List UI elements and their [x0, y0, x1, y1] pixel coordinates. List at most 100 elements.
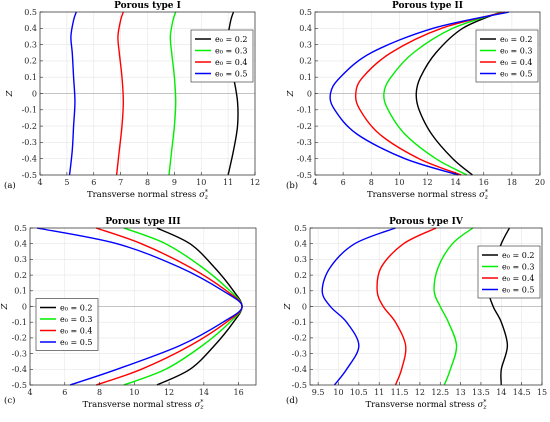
x-tick-label: 18 [507, 178, 517, 187]
y-tick-label: 0.3 [24, 40, 37, 49]
y-tick-label: 0.2 [299, 57, 312, 66]
panel-label: (a) [4, 180, 16, 191]
x-tick-label: 5 [64, 178, 69, 187]
y-tick-label: 0.3 [299, 40, 312, 49]
legend-entry: e₀ = 0.5 [215, 70, 247, 79]
x-tick-label: 10.5 [350, 388, 368, 397]
y-tick-label: -0.4 [12, 365, 27, 374]
series-line-2 [168, 11, 177, 176]
x-tick-label: 6 [341, 178, 346, 187]
y-tick-label: -0.1 [297, 106, 312, 115]
x-tick-label: 13.5 [472, 388, 490, 397]
series-line-4 [321, 227, 396, 386]
x-tick-label: 12 [415, 388, 425, 397]
chart-title: Porous type II [392, 1, 463, 11]
y-tick-label: -0.3 [292, 349, 307, 358]
legend-entry: e₀ = 0.3 [60, 315, 92, 324]
x-tick-label: 12 [250, 178, 260, 187]
series-line-3 [115, 11, 125, 176]
y-tick-label: 0.1 [294, 287, 307, 296]
legend-entry: e₀ = 0.2 [500, 35, 532, 44]
legend: e₀ = 0.2 e₀ = 0.3 e₀ = 0.4 e₀ = 0.5 [35, 298, 99, 351]
x-tick-label: 9 [172, 178, 177, 187]
chart-title: Porous type I [114, 1, 181, 11]
panel-label: (c) [4, 395, 15, 406]
y-tick-label: 0.4 [299, 24, 312, 33]
x-tick-label: 16 [479, 178, 489, 187]
legend-entry: e₀ = 0.3 [215, 47, 247, 56]
legend-entry: e₀ = 0.5 [502, 286, 534, 295]
y-tick-label: -0.2 [292, 334, 307, 343]
y-tick-label: -0.4 [297, 155, 312, 164]
y-tick-label: -0.1 [22, 106, 37, 115]
x-tick-label: 14 [199, 388, 209, 397]
x-tick-label: 8 [369, 178, 374, 187]
legend: e₀ = 0.2 e₀ = 0.3 e₀ = 0.4 e₀ = 0.5 [190, 29, 254, 83]
y-tick-label: 0.5 [299, 8, 312, 17]
legend-entry: e₀ = 0.5 [500, 70, 532, 79]
x-tick-label: 12 [422, 178, 432, 187]
y-tick-label: 0.3 [14, 255, 27, 264]
x-tick-label: 15 [537, 388, 547, 397]
legend: e₀ = 0.2 e₀ = 0.3 e₀ = 0.4 e₀ = 0.5 [475, 29, 539, 83]
y-tick-label: 0 [307, 89, 312, 98]
y-tick-label: 0.3 [294, 255, 307, 264]
legend-entry: e₀ = 0.4 [215, 58, 247, 67]
y-tick-label: 0 [22, 302, 27, 311]
x-tick-label: 16 [234, 388, 244, 397]
y-tick-label: 0.1 [14, 287, 27, 296]
legend-entry: e₀ = 0.4 [60, 327, 92, 336]
x-tick-label: 4 [312, 178, 317, 187]
panel-label: (b) [286, 180, 298, 191]
y-tick-label: -0.2 [297, 122, 312, 131]
y-tick-label: 0.5 [24, 8, 37, 17]
x-tick-label: 20 [535, 178, 545, 187]
x-tick-label: 11 [223, 178, 233, 187]
series-line-4 [36, 227, 243, 386]
chart-title: Porous type III [105, 217, 180, 227]
chart-panel-3: 4 6 8 10 12 14 16 -0.5 -0.4 -0.3 -0.2 -0.1 0 0.1 0.2 0.… [0, 217, 257, 411]
chart-title: Porous type IV [389, 217, 464, 227]
y-tick-label: 0.4 [24, 24, 37, 33]
x-axis-label: Transverse normal stress σ* z [82, 399, 204, 411]
x-axis-label: Transverse normal stress σ* z [87, 189, 209, 201]
y-tick-label: -0.3 [22, 138, 37, 147]
y-tick-label: 0.2 [14, 271, 27, 280]
series-line-3 [376, 227, 437, 386]
x-tick-label: 14 [496, 388, 506, 397]
y-tick-label: 0 [302, 302, 307, 311]
legend-entry: e₀ = 0.3 [502, 263, 534, 272]
series-line-3 [354, 11, 506, 176]
y-tick-label: -0.3 [297, 138, 312, 147]
y-axis-label: Z [283, 302, 293, 310]
y-tick-label: 0 [32, 89, 37, 98]
series-line-2 [433, 227, 474, 386]
legend-entry: e₀ = 0.4 [502, 274, 534, 283]
y-axis-label: Z [286, 89, 296, 97]
y-tick-label: -0.4 [292, 365, 307, 374]
y-tick-label: 0.5 [14, 224, 27, 233]
x-tick-label: 14 [451, 178, 461, 187]
x-axis-label: Transverse normal stress σ* z [365, 399, 487, 411]
y-tick-label: -0.5 [22, 171, 37, 180]
panel-label: (d) [286, 395, 298, 406]
y-tick-label: 0.4 [294, 240, 307, 249]
y-axis-label: Z [5, 89, 15, 97]
y-tick-label: 0.1 [24, 73, 37, 82]
x-tick-label: 9.5 [312, 388, 325, 397]
series-line-1 [415, 11, 501, 176]
x-tick-label: 8 [97, 388, 102, 397]
series-line-4 [329, 11, 510, 176]
legend-entry: e₀ = 0.2 [502, 251, 534, 260]
y-tick-label: -0.2 [22, 122, 37, 131]
chart-panel-4: 9.5 10 10.5 11 11.5 12 12.5 13 13.5 14 14.5 15 -0.5 -… [283, 217, 547, 411]
x-tick-label: 7 [118, 178, 123, 187]
legend-entry: e₀ = 0.3 [500, 47, 532, 56]
y-tick-label: -0.1 [12, 318, 27, 327]
y-tick-label: -0.5 [12, 381, 27, 390]
legend-entry: e₀ = 0.2 [60, 304, 92, 313]
y-axis-label: Z [0, 302, 10, 310]
x-tick-label: 14.5 [513, 388, 531, 397]
legend-entry: e₀ = 0.2 [215, 35, 247, 44]
